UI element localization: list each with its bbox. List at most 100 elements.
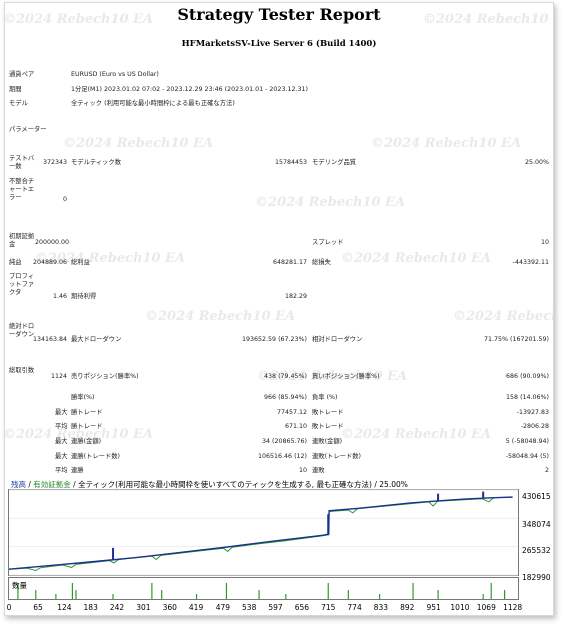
x-tick-label: 538 <box>242 603 257 612</box>
avg-cons-losses-value: 2 <box>544 467 549 474</box>
x-tick-label: 1010 <box>450 603 470 612</box>
x-tick-label: 183 <box>83 603 98 612</box>
legend-description: / 全ティック(利用可能な最小時間枠を使いすべてのティックを生成する, 最も正確… <box>70 480 408 489</box>
total-trades-label: 総取引数 <box>9 367 35 374</box>
avg-cons-losses-label: 連敗 <box>312 467 325 474</box>
deposit-value: 200000.00 <box>35 239 70 246</box>
x-tick-label: 479 <box>215 603 231 612</box>
mismatch-label: 不整合チャートエラー <box>9 178 35 201</box>
spread-value: 10 <box>540 239 549 246</box>
gross-loss-label: 総損失 <box>312 259 331 266</box>
x-tick-label: 360 <box>162 603 177 612</box>
report-page: ©2024 Rebech10 EA ©2024 Rebech10 EA ©202… <box>4 2 554 616</box>
x-tick-label: 419 <box>188 603 204 612</box>
quality-value: 25.00% <box>524 159 549 166</box>
x-tick-label: 301 <box>136 603 151 612</box>
max-label: 最大 <box>55 409 68 416</box>
x-tick-label: 242 <box>109 603 125 612</box>
net-profit-value: 204889.06 <box>32 259 67 266</box>
x-tick-label: 124 <box>57 603 72 612</box>
gross-loss-value: -443392.11 <box>512 259 549 266</box>
model-label: モデル <box>9 100 28 107</box>
long-positions-label: 買いポジション(勝率%) <box>312 373 380 380</box>
avg-cons-wins-value: 10 <box>298 467 307 474</box>
symbol-label: 通貨ペア <box>9 71 35 78</box>
max-cons-wins-label: 連勝(金額) <box>71 438 102 445</box>
mismatch-value: 0 <box>62 196 67 203</box>
balance-chart-svg <box>8 489 519 600</box>
max-cons-losses-value: 5 (-58048.94) <box>505 438 549 445</box>
max-cons-profit-label: 連勝(トレード数) <box>71 453 120 460</box>
rel-drawdown-value: 71.75% (167201.59) <box>484 336 549 343</box>
max-cons-loss-value: -58048.94 (5) <box>505 453 549 460</box>
y-tick-label: 348074 <box>522 520 551 529</box>
balance-chart: 残高 / 有効証拠金 / 全ティック(利用可能な最小時間枠を使いすべてのティック… <box>6 479 553 613</box>
max-win-value: 77457.12 <box>276 409 307 416</box>
parameters-label: パラメーター <box>9 126 47 133</box>
x-tick-label: 892 <box>400 603 415 612</box>
avg-label: 平均 <box>55 423 68 430</box>
loss-rate-label: 負率 (%) <box>312 394 338 401</box>
period-value: 1分足(M1) 2023.01.02 07:02 - 2023.12.29 23… <box>71 86 308 93</box>
profit-factor-value: 1.46 <box>52 293 67 300</box>
volume-plot-area <box>8 577 519 600</box>
avg-loss-label: 敗トレード <box>312 423 344 430</box>
avg-loss-value: -2806.28 <box>520 423 549 430</box>
avg-win-label: 勝トレード <box>71 423 103 430</box>
expected-payoff-label: 期待利得 <box>71 293 97 300</box>
ticks-label: モデルティック数 <box>71 159 121 166</box>
y-tick-label: 430615 <box>522 492 551 501</box>
x-tick-label: 951 <box>426 603 441 612</box>
watermark: ©2024 Rebech10 EA <box>255 195 406 210</box>
max-drawdown-value: 193652.59 (67.23%) <box>242 336 307 343</box>
max-cons-loss-label: 連敗(トレード数) <box>312 453 361 460</box>
net-profit-label: 純益 <box>9 259 22 266</box>
x-tick-label: 1069 <box>476 603 496 612</box>
max-win-label: 勝トレード <box>71 409 103 416</box>
loss-rate-value: 158 (14.06%) <box>506 394 549 401</box>
max-label: 最大 <box>55 438 68 445</box>
bars-label: テストバー数 <box>9 155 35 170</box>
bars-value: 372343 <box>42 159 67 166</box>
x-tick-label: 0 <box>6 603 12 612</box>
win-rate-value: 966 (85.94%) <box>264 394 307 401</box>
spread-label: スプレッド <box>312 239 344 246</box>
short-positions-label: 売りポジション(勝率%) <box>71 373 139 380</box>
max-drawdown-label: 最大ドローダウン <box>71 336 122 343</box>
report-title: Strategy Tester Report <box>177 5 381 24</box>
gross-profit-label: 総利益 <box>71 259 90 266</box>
chart-legend: 残高 / 有効証拠金 / 全ティック(利用可能な最小時間枠を使いすべてのティック… <box>11 480 408 489</box>
deposit-label: 初期証拠金 <box>9 233 35 248</box>
expected-payoff-value: 182.29 <box>284 293 307 300</box>
legend-balance: 残高 <box>11 480 26 489</box>
gross-profit-value: 648281.17 <box>272 259 307 266</box>
max-cons-losses-label: 連敗(金額) <box>312 438 343 445</box>
abs-drawdown-label: 絶対ドローダウン <box>9 323 35 338</box>
total-trades-value: 1124 <box>50 373 67 380</box>
max-cons-wins-value: 34 (20865.76) <box>262 438 307 445</box>
short-positions-value: 438 (79.45%) <box>264 373 307 380</box>
avg-label: 平均 <box>55 467 68 474</box>
max-cons-profit-value: 106516.46 (12) <box>258 453 307 460</box>
volume-label: 数量 <box>12 581 27 590</box>
symbol-value: EURUSD (Euro vs US Dollar) <box>71 71 159 78</box>
x-tick-label: 715 <box>321 603 336 612</box>
abs-drawdown-value: 134163.84 <box>32 336 67 343</box>
max-loss-value: -13927.83 <box>516 409 549 416</box>
x-tick-label: 774 <box>347 603 362 612</box>
watermark: ©2024 Rebech10 EA <box>63 136 214 151</box>
watermark: ©2024 Rebech10 EA <box>145 309 296 324</box>
equity-line <box>8 496 513 572</box>
max-label: 最大 <box>55 453 68 460</box>
x-tick-label: 1128 <box>503 603 523 612</box>
long-positions-value: 686 (90.09%) <box>506 373 549 380</box>
max-loss-label: 敗トレード <box>312 409 344 416</box>
model-value: 全ティック (利用可能な最小時間枠による最も正確な方法) <box>71 100 235 107</box>
balance-line <box>8 496 513 570</box>
watermark: ©2024 Rebech10 EA <box>341 251 492 266</box>
x-tick-label: 833 <box>373 603 389 612</box>
x-tick-label: 597 <box>268 603 283 612</box>
quality-label: モデリング品質 <box>312 159 357 166</box>
profit-factor-label: プロフィットファクタ <box>9 273 35 296</box>
ticks-value: 15784453 <box>274 159 307 166</box>
